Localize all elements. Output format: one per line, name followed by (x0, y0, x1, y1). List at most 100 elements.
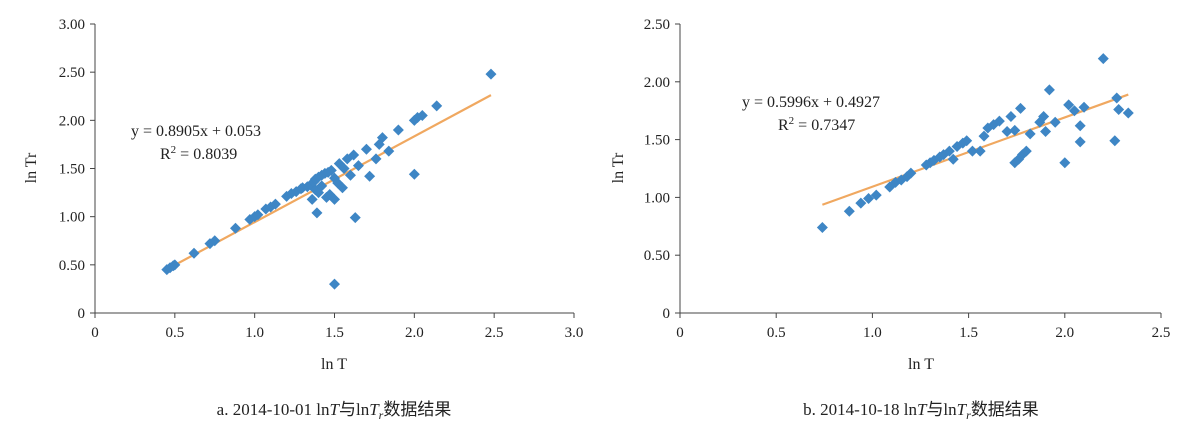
chart-a-x-tick-label: 1.5 (325, 325, 344, 341)
chart-a-y-tick-label: 2.00 (59, 113, 85, 129)
chart-b-point (1038, 110, 1050, 122)
chart-a-y-tick-label: 1.50 (59, 162, 85, 178)
chart-b-point (1016, 149, 1028, 161)
chart-a-point (209, 235, 221, 247)
chart-b-point (855, 197, 867, 209)
chart-b-y-tick-label: 0 (663, 306, 671, 322)
chart-a-x-tick-label: 2.5 (485, 325, 504, 341)
chart-b-caption: b. 2014-10-18 lnT与lnTr数据结果 (803, 400, 1039, 422)
chart-b-point (1001, 126, 1013, 138)
chart-b-point (966, 145, 978, 157)
chart-a-point (383, 145, 395, 157)
chart-a-point (392, 124, 404, 136)
chart-a-point (360, 143, 372, 155)
chart-b-point (863, 193, 875, 205)
chart-b-point (1020, 145, 1032, 157)
chart-b-point (1040, 126, 1052, 138)
chart-b-x-tick-label: 2.0 (1055, 325, 1074, 341)
chart-a: ln Tr ln T y = 0.8905x + 0.053 R2 = 0.80… (23, 123, 451, 422)
chart-b-point (1097, 53, 1109, 65)
chart-a-point (370, 153, 382, 165)
chart-b-x-tick-label: 1.5 (959, 325, 978, 341)
chart-a-point (485, 68, 497, 80)
chart-b-point (943, 145, 955, 157)
chart-b-point (961, 135, 973, 147)
chart-b-point (1009, 124, 1021, 136)
chart-b-y-tick-label: 0.50 (644, 248, 670, 264)
chart-b-point (1122, 107, 1134, 119)
chart-a-y-tick-label: 0.50 (59, 258, 85, 274)
chart-b-point (1113, 104, 1125, 116)
chart-a-x-tick-label: 3.0 (565, 325, 584, 341)
chart-b-point (974, 145, 986, 157)
chart-b-x-tick-label: 1.0 (863, 325, 882, 341)
chart-b-point (816, 221, 828, 233)
chart-a-point (306, 193, 318, 205)
chart-a-xlabel: ln T (321, 356, 347, 373)
chart-a-x-tick-label: 1.0 (245, 325, 264, 341)
chart-b-point (1074, 136, 1086, 148)
chart-b-point (1049, 116, 1061, 128)
chart-a-equation: y = 0.8905x + 0.053 (131, 123, 261, 140)
chart-b-point (978, 130, 990, 142)
chart-b-point (1074, 120, 1086, 132)
chart-b-r2: R2 = 0.7347 (778, 115, 855, 134)
chart-a-caption: a. 2014-10-01 lnT与lnTr数据结果 (217, 400, 452, 422)
chart-b-point (993, 115, 1005, 127)
chart-b-point (1063, 99, 1075, 111)
chart-a-x-tick-label: 0 (91, 325, 99, 341)
chart-b-xlabel: ln T (908, 356, 934, 373)
chart-a-point (269, 198, 281, 210)
chart-b-ylabel: ln Tr (610, 152, 627, 183)
chart-b-point (1043, 84, 1055, 96)
chart-a-point (188, 247, 200, 259)
chart-a-point (376, 132, 388, 144)
chart-b-x-tick-label: 2.5 (1152, 325, 1171, 341)
chart-b-x-tick-label: 0 (676, 325, 684, 341)
chart-b-y-tick-label: 2.00 (644, 75, 670, 91)
chart-a-ylabel: ln Tr (23, 152, 40, 183)
chart-b-point (1109, 135, 1121, 147)
chart-b-point (1111, 92, 1123, 104)
chart-a-point (338, 163, 350, 174)
chart-a-r2: R2 = 0.8039 (160, 144, 237, 163)
chart-b-point (1005, 110, 1017, 122)
chart-b-point (1059, 157, 1071, 169)
chart-b-y-tick-label: 2.50 (644, 17, 670, 33)
chart-a-point (416, 110, 428, 122)
chart-a-y-tick-label: 0 (78, 306, 86, 322)
chart-a-point (344, 169, 356, 181)
chart-b-point (870, 189, 882, 201)
chart-a-point (348, 149, 360, 161)
chart-a-point (329, 278, 340, 290)
chart-a-point (311, 207, 323, 219)
chart-b-y-tick-label: 1.50 (644, 133, 670, 149)
chart-a-point (349, 212, 361, 224)
chart-a-point (336, 182, 348, 194)
chart-a-point (169, 259, 181, 271)
plot-layer: 0 0.5 1.0 1.5 2.0 2.5 3.000.501.001.502.002.50… (59, 17, 1171, 341)
chart-b-point (1015, 102, 1027, 114)
chart-a-point (230, 222, 242, 234)
chart-b-equation: y = 0.5996x + 0.4927 (742, 94, 880, 111)
chart-b-point (905, 167, 917, 179)
chart-b-x-tick-label: 0.5 (767, 325, 786, 341)
chart-a-x-tick-label: 2.0 (405, 325, 424, 341)
chart-a-point (316, 180, 328, 192)
chart-b-point (1078, 101, 1090, 113)
chart-a-point (252, 209, 264, 221)
chart-a-point (364, 170, 376, 182)
chart-b-point (1024, 128, 1036, 140)
chart-b-y-tick-label: 1.00 (644, 190, 670, 206)
chart-a-point (408, 168, 420, 180)
chart-b-point (947, 153, 959, 165)
chart-b-point (1068, 105, 1080, 117)
chart-a-point (329, 193, 340, 205)
chart-a-y-tick-label: 2.50 (59, 65, 85, 81)
chart-b-point (843, 205, 855, 217)
chart-b: ln Tr ln T y = 0.5996x + 0.4927 R2 = 0.7… (610, 94, 1039, 422)
chart-a-point (431, 100, 443, 112)
chart-a-x-tick-label: 0.5 (165, 325, 184, 341)
chart-a-point (352, 160, 364, 172)
